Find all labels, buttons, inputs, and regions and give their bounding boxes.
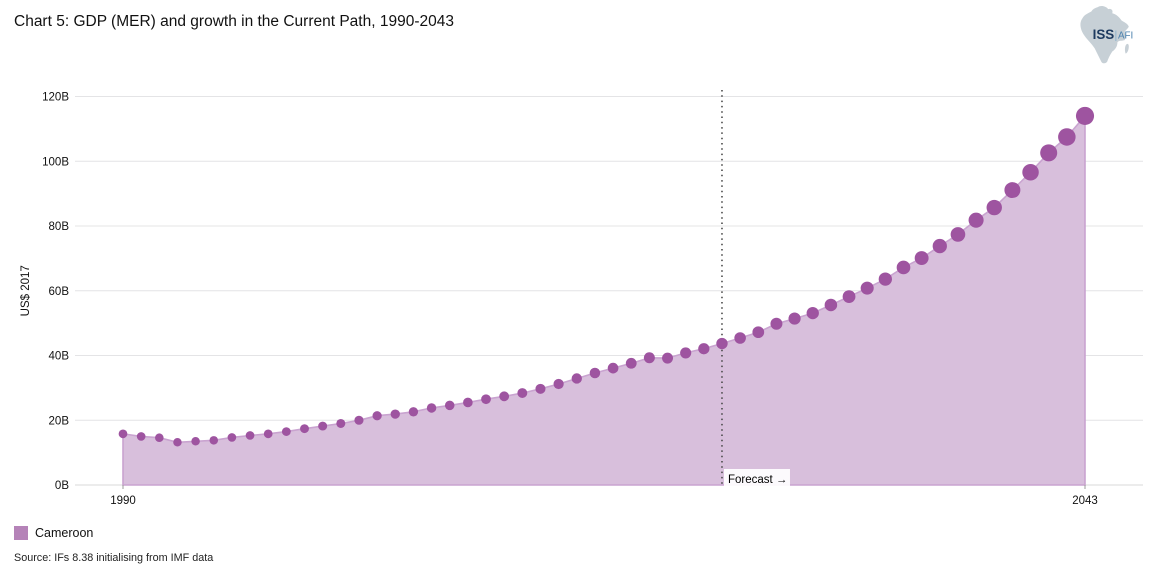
data-point-2041[interactable]	[1040, 144, 1058, 162]
madagascar-icon	[1124, 43, 1129, 54]
data-point-1998[interactable]	[263, 429, 273, 439]
data-point-2017[interactable]	[607, 362, 619, 374]
y-tick-label: 120B	[42, 92, 69, 104]
data-point-1991[interactable]	[136, 432, 146, 441]
data-point-2029[interactable]	[824, 298, 838, 312]
data-point-2034[interactable]	[914, 251, 929, 266]
x-tick-label: 2043	[1072, 495, 1098, 507]
data-point-2002[interactable]	[336, 418, 346, 428]
data-point-2033[interactable]	[896, 260, 911, 275]
data-point-2022[interactable]	[698, 343, 710, 355]
data-point-2035[interactable]	[932, 238, 947, 254]
data-point-2006[interactable]	[408, 407, 419, 417]
data-point-2032[interactable]	[878, 272, 892, 286]
legend-swatch-cameroon	[14, 526, 28, 540]
y-tick-label: 80B	[49, 221, 70, 233]
data-point-2037[interactable]	[968, 212, 984, 228]
data-point-2008[interactable]	[444, 400, 455, 411]
data-point-2012[interactable]	[517, 388, 528, 399]
data-point-2007[interactable]	[426, 403, 437, 413]
forecast-label: Forecast →	[728, 474, 787, 486]
data-point-2043[interactable]	[1075, 106, 1095, 125]
data-point-2010[interactable]	[481, 394, 491, 405]
data-point-1999[interactable]	[281, 427, 291, 436]
y-tick-label: 60B	[49, 286, 70, 298]
data-point-1996[interactable]	[227, 433, 237, 442]
source-note: Source: IFs 8.38 initialising from IMF d…	[14, 552, 214, 564]
data-point-2038[interactable]	[986, 199, 1002, 216]
y-tick-label: 40B	[49, 351, 70, 363]
logo-iss-text: ISS	[1093, 27, 1115, 42]
legend: Cameroon	[14, 526, 93, 540]
data-point-2013[interactable]	[535, 383, 546, 394]
legend-label-cameroon: Cameroon	[35, 526, 94, 540]
data-point-2004[interactable]	[372, 411, 382, 421]
africa-map-icon	[1080, 6, 1129, 64]
data-point-2000[interactable]	[300, 424, 309, 434]
data-point-2021[interactable]	[680, 347, 692, 359]
data-point-2016[interactable]	[589, 367, 601, 379]
logo-afi-text: AFI	[1118, 31, 1133, 42]
x-tick-label: 1990	[110, 495, 136, 507]
y-axis-title: US$ 2017	[20, 265, 32, 316]
chart-title: Chart 5: GDP (MER) and growth in the Cur…	[14, 13, 454, 30]
data-point-2028[interactable]	[806, 306, 819, 320]
data-point-2001[interactable]	[318, 421, 328, 431]
y-tick-label: 100B	[42, 156, 69, 168]
data-point-2020[interactable]	[662, 352, 674, 364]
data-point-2024[interactable]	[734, 332, 746, 344]
data-point-2009[interactable]	[463, 397, 473, 408]
data-point-2040[interactable]	[1022, 164, 1039, 181]
data-point-2023[interactable]	[716, 337, 728, 350]
y-tick-label: 0B	[55, 480, 69, 492]
data-point-1992[interactable]	[155, 433, 164, 443]
data-point-2019[interactable]	[643, 352, 655, 364]
y-tick-label: 20B	[49, 415, 70, 427]
logo-divider: |	[1114, 30, 1117, 42]
data-point-1995[interactable]	[209, 436, 219, 445]
data-point-2011[interactable]	[499, 391, 510, 402]
iss-afi-logo: ISS | AFI	[1064, 4, 1144, 66]
data-point-2025[interactable]	[752, 326, 765, 339]
data-point-1993[interactable]	[173, 438, 182, 447]
data-point-2005[interactable]	[390, 409, 400, 419]
data-point-1990[interactable]	[118, 429, 128, 439]
data-point-1997[interactable]	[245, 431, 255, 440]
data-point-2027[interactable]	[788, 312, 801, 325]
forecast-label-box	[723, 469, 790, 488]
data-point-2030[interactable]	[842, 290, 856, 303]
data-point-2026[interactable]	[770, 317, 783, 330]
data-point-2039[interactable]	[1004, 182, 1021, 199]
data-point-2031[interactable]	[860, 281, 874, 295]
data-point-2014[interactable]	[553, 378, 564, 390]
data-point-2042[interactable]	[1058, 128, 1076, 146]
data-point-2036[interactable]	[950, 227, 966, 242]
data-point-2003[interactable]	[354, 415, 364, 425]
data-point-1994[interactable]	[191, 437, 200, 446]
data-point-2015[interactable]	[571, 373, 582, 384]
data-point-2018[interactable]	[625, 357, 637, 369]
